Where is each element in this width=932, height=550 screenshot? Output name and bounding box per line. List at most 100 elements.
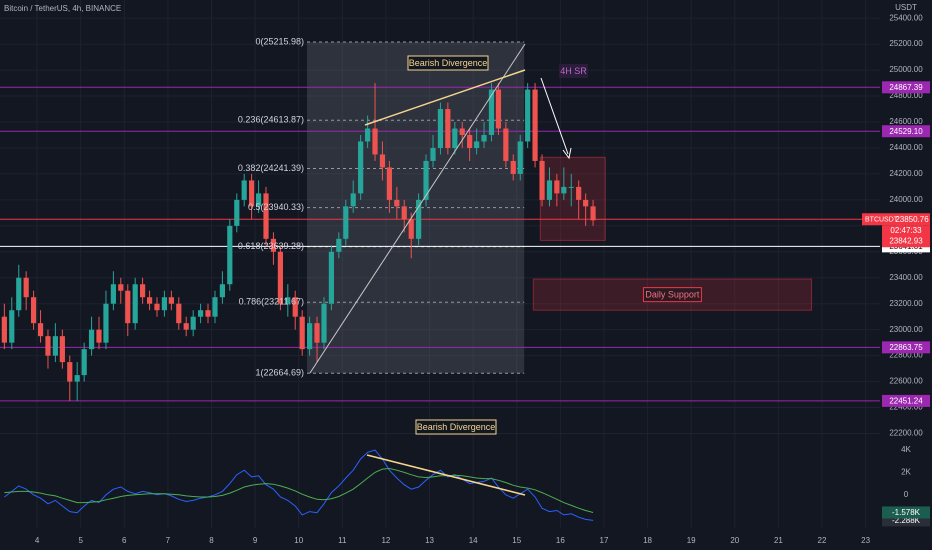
- x-tick-label: 21: [774, 536, 783, 545]
- indicator-label: -2.288K: [892, 516, 921, 525]
- y2-tick-label: 4K: [901, 445, 911, 454]
- y-tick-label: 25400.00: [889, 13, 923, 22]
- x-tick-label: 19: [687, 536, 696, 545]
- fib-label: 0.5(23940.33): [248, 202, 304, 212]
- x-tick-label: 17: [600, 536, 609, 545]
- fib-label: 0.236(24613.87): [238, 115, 304, 125]
- zone-label: Daily Support: [645, 290, 700, 300]
- candle-body: [299, 316, 305, 350]
- axis-labels: 25400.00 25200.00 25000.00 24800.00 24600.00…: [35, 13, 930, 545]
- y-tick-label: 24800.00: [889, 91, 923, 100]
- annotation-box: [407, 55, 489, 71]
- x-tick-label: 22: [818, 536, 827, 545]
- candle-body: [125, 290, 131, 324]
- hline-label: 22451.24: [889, 397, 923, 406]
- x-tick-label: 4: [35, 536, 40, 545]
- candle-body: [292, 297, 298, 317]
- candle-body: [452, 128, 458, 148]
- countdown: 02:47:33: [890, 226, 922, 235]
- arrow-head: [562, 147, 572, 160]
- hline-label: 24867.39: [889, 83, 923, 92]
- candle-body: [372, 128, 378, 155]
- fib-label: 0.382(24241.39): [238, 163, 304, 173]
- candle-body: [154, 303, 160, 311]
- last-price: 23842.93: [889, 236, 923, 245]
- candle-body: [583, 199, 589, 207]
- candle-body: [176, 303, 182, 324]
- candle-body: [517, 141, 523, 174]
- indicator-line: [4, 449, 594, 521]
- candle-body: [437, 109, 444, 148]
- x-tick-label: 16: [556, 536, 565, 545]
- grid: [0, 0, 880, 528]
- candle-body: [307, 323, 313, 350]
- y-tick-label: 22400.00: [889, 403, 923, 412]
- x-tick-label: 18: [643, 536, 652, 545]
- candle-body: [510, 160, 516, 174]
- candle-body: [408, 219, 414, 239]
- candle-body: [74, 375, 80, 382]
- candle-body: [140, 284, 146, 298]
- candle-body: [328, 251, 335, 304]
- y2-tick-label: 2K: [901, 468, 911, 477]
- candle-body: [314, 323, 320, 343]
- candle-body: [45, 336, 51, 356]
- candle-body: [401, 206, 407, 220]
- candle-body: [212, 297, 218, 317]
- candle-body: [539, 160, 545, 200]
- candle-body: [445, 109, 451, 148]
- divergence-line: [364, 69, 526, 126]
- candle-body: [336, 238, 342, 252]
- chart-title: Bitcoin / TetherUS, 4h, BINANCE: [4, 4, 121, 13]
- candle-body: [386, 167, 393, 200]
- candle-body: [430, 147, 436, 161]
- symbol-box: [862, 213, 930, 226]
- candle-body: [1, 316, 7, 343]
- y-tick-label: 23200.00: [889, 299, 923, 308]
- y-tick-label: 24200.00: [889, 169, 923, 178]
- candle-body: [365, 128, 371, 142]
- candle-body: [416, 199, 422, 239]
- candle-body: [23, 277, 29, 298]
- candle-body: [88, 329, 95, 350]
- x-tick-label: 6: [122, 536, 127, 545]
- hline-label-box: [882, 341, 930, 354]
- x-tick-label: 5: [78, 536, 83, 545]
- hline-label-box: [882, 81, 930, 94]
- y-tick-label: 23400.00: [889, 273, 923, 282]
- y-tick-label: 24000.00: [889, 195, 923, 204]
- candle-body: [146, 297, 153, 304]
- fib-trend-line: [309, 43, 526, 374]
- y-tick-label: 25000.00: [889, 65, 923, 74]
- y-tick-label: 22800.00: [889, 351, 923, 360]
- x-tick-label: 10: [294, 536, 303, 545]
- candle-body: [255, 193, 262, 207]
- candle-body: [37, 323, 44, 337]
- annotation: 4H SR: [560, 66, 587, 76]
- candle-body: [285, 297, 291, 304]
- candle-body: [81, 349, 87, 376]
- indicator-line: [4, 467, 594, 513]
- annotation-box: [415, 419, 497, 435]
- candle-body: [198, 310, 204, 317]
- fib-label: 0.618(23639.28): [238, 241, 304, 251]
- x-tick-label: 8: [209, 536, 214, 545]
- x-tick-label: 13: [425, 536, 434, 545]
- x-tick-label: 9: [253, 536, 258, 545]
- hline-label-box: [882, 394, 930, 407]
- annotation: Bearish Divergence: [409, 58, 488, 68]
- candle-body: [30, 297, 37, 324]
- fib-label: 1(22664.69): [255, 368, 304, 378]
- candle-body: [379, 154, 386, 168]
- candles: [1, 83, 596, 521]
- y-tick-label: 23000.00: [889, 325, 923, 334]
- candle-body: [59, 336, 65, 363]
- candle-body: [249, 180, 255, 207]
- y-tick-label: 24400.00: [889, 143, 923, 152]
- candle-body: [474, 141, 480, 148]
- candle-body: [96, 329, 102, 343]
- fib-label: 0.786(23211.67): [239, 297, 304, 307]
- candle-body: [190, 316, 196, 330]
